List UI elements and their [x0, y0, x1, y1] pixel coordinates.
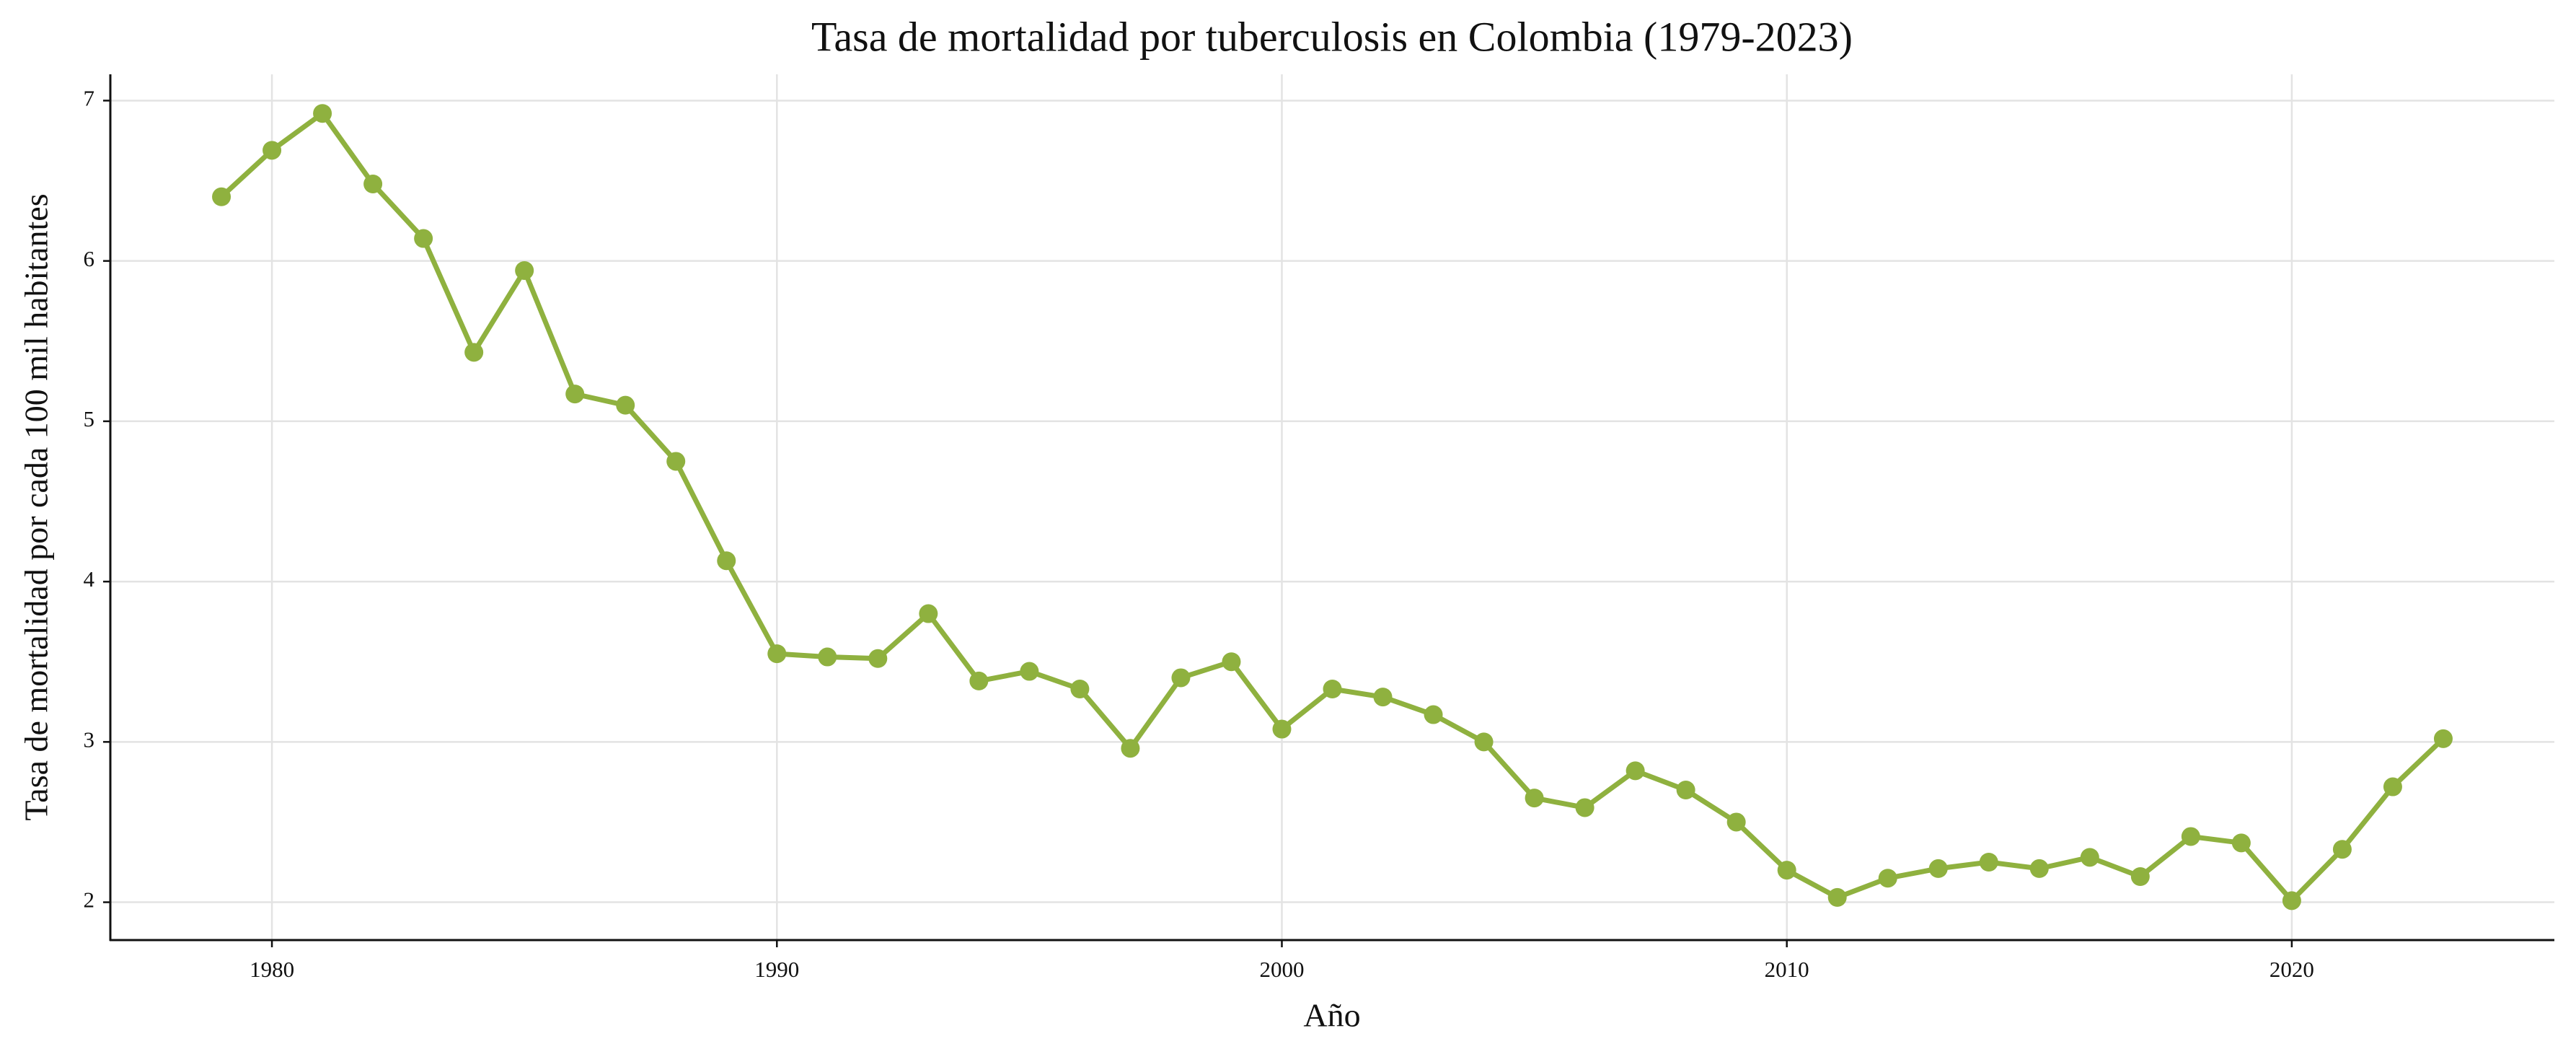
data-point — [1171, 668, 1191, 688]
data-point — [515, 261, 534, 280]
y-tick-label: 7 — [84, 86, 95, 111]
data-point — [767, 644, 787, 664]
x-tick-label: 2010 — [1765, 957, 1809, 982]
data-point — [1979, 853, 1998, 872]
data-point — [1121, 739, 1140, 758]
x-tick-label: 1980 — [250, 957, 294, 982]
data-point — [2332, 840, 2352, 859]
y-axis-label: Tasa de mortalidad por cada 100 mil habi… — [18, 193, 55, 820]
data-point — [1626, 761, 1645, 781]
data-point — [565, 385, 585, 404]
data-point — [464, 343, 484, 362]
data-point — [1222, 652, 1241, 672]
data-point — [1070, 680, 1090, 698]
data-point — [1676, 781, 1695, 799]
chart-title: Tasa de mortalidad por tuberculosis en C… — [811, 13, 1853, 60]
data-point — [1373, 688, 1393, 707]
data-point — [1020, 662, 1039, 681]
data-point — [2029, 859, 2049, 878]
x-tick-label: 1990 — [754, 957, 799, 982]
data-point — [1575, 798, 1594, 817]
data-point — [818, 647, 837, 667]
data-point — [1878, 869, 1897, 888]
y-tick-label: 2 — [84, 887, 95, 913]
data-point — [1474, 732, 1494, 752]
data-point — [919, 604, 938, 623]
data-point — [666, 452, 686, 471]
data-point — [313, 104, 332, 123]
data-point — [1726, 812, 1746, 832]
x-tick-label: 2020 — [2270, 957, 2314, 982]
series-line — [219, 110, 2445, 903]
data-point — [2383, 777, 2402, 796]
data-point — [1323, 680, 1342, 698]
data-point — [2282, 891, 2301, 910]
data-point — [717, 551, 736, 571]
data-point — [2231, 833, 2251, 853]
data-point — [1827, 887, 1847, 907]
data-point — [414, 229, 433, 248]
data-point — [2130, 867, 2150, 886]
data-point — [212, 187, 231, 206]
data-point — [969, 671, 989, 690]
y-tick-label: 3 — [84, 727, 95, 752]
y-tick-label: 4 — [84, 566, 95, 592]
data-point — [1928, 859, 1948, 878]
data-point — [1424, 705, 1443, 724]
y-tick-label: 6 — [84, 246, 95, 271]
x-axis-label: Año — [1303, 997, 1360, 1034]
data-point — [263, 141, 282, 160]
data-point — [2433, 729, 2453, 748]
x-tick-label: 2000 — [1259, 957, 1304, 982]
data-point — [868, 649, 888, 668]
data-point — [363, 175, 383, 193]
y-tick-label: 5 — [84, 406, 95, 431]
data-point — [2181, 827, 2200, 846]
data-point — [1525, 789, 1544, 808]
data-point — [1777, 861, 1796, 880]
data-point — [616, 395, 635, 415]
grid — [110, 74, 2554, 940]
data-point — [2080, 848, 2099, 867]
data-point — [1272, 719, 1292, 739]
